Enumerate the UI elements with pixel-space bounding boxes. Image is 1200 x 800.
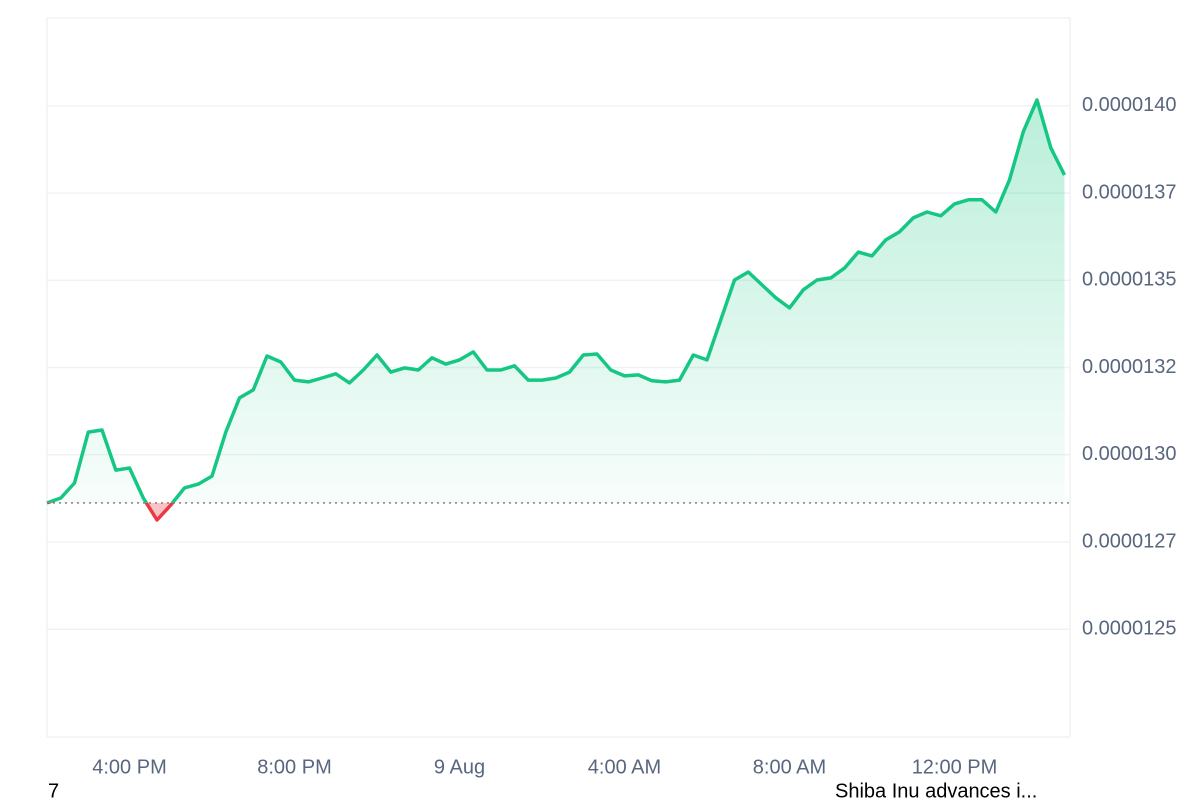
y-tick-label: 0.0000137 (1082, 181, 1177, 203)
x-tick-label: 4:00 AM (588, 756, 661, 778)
y-tick-label: 0.0000132 (1082, 356, 1177, 378)
price-area-negative (146, 502, 173, 520)
plot-frame (46, 17, 1071, 738)
footer-left: 7 (48, 780, 59, 800)
price-area (47, 100, 1065, 503)
y-tick-label: 0.0000135 (1082, 269, 1177, 291)
x-tick-label: 8:00 AM (753, 756, 826, 778)
price-line (46, 98, 1067, 503)
y-tick-label: 0.0000140 (1082, 94, 1177, 116)
x-tick-label: 12:00 PM (912, 756, 998, 778)
x-tick-label: 9 Aug (434, 756, 485, 778)
x-tick-label: 4:00 PM (92, 756, 166, 778)
y-tick-label: 0.0000130 (1082, 443, 1177, 465)
x-tick-label: 8:00 PM (257, 756, 331, 778)
footer-right: Shiba Inu advances i... (835, 780, 1037, 800)
y-tick-label: 0.0000127 (1082, 530, 1177, 552)
y-tick-label: 0.0000125 (1082, 617, 1177, 639)
